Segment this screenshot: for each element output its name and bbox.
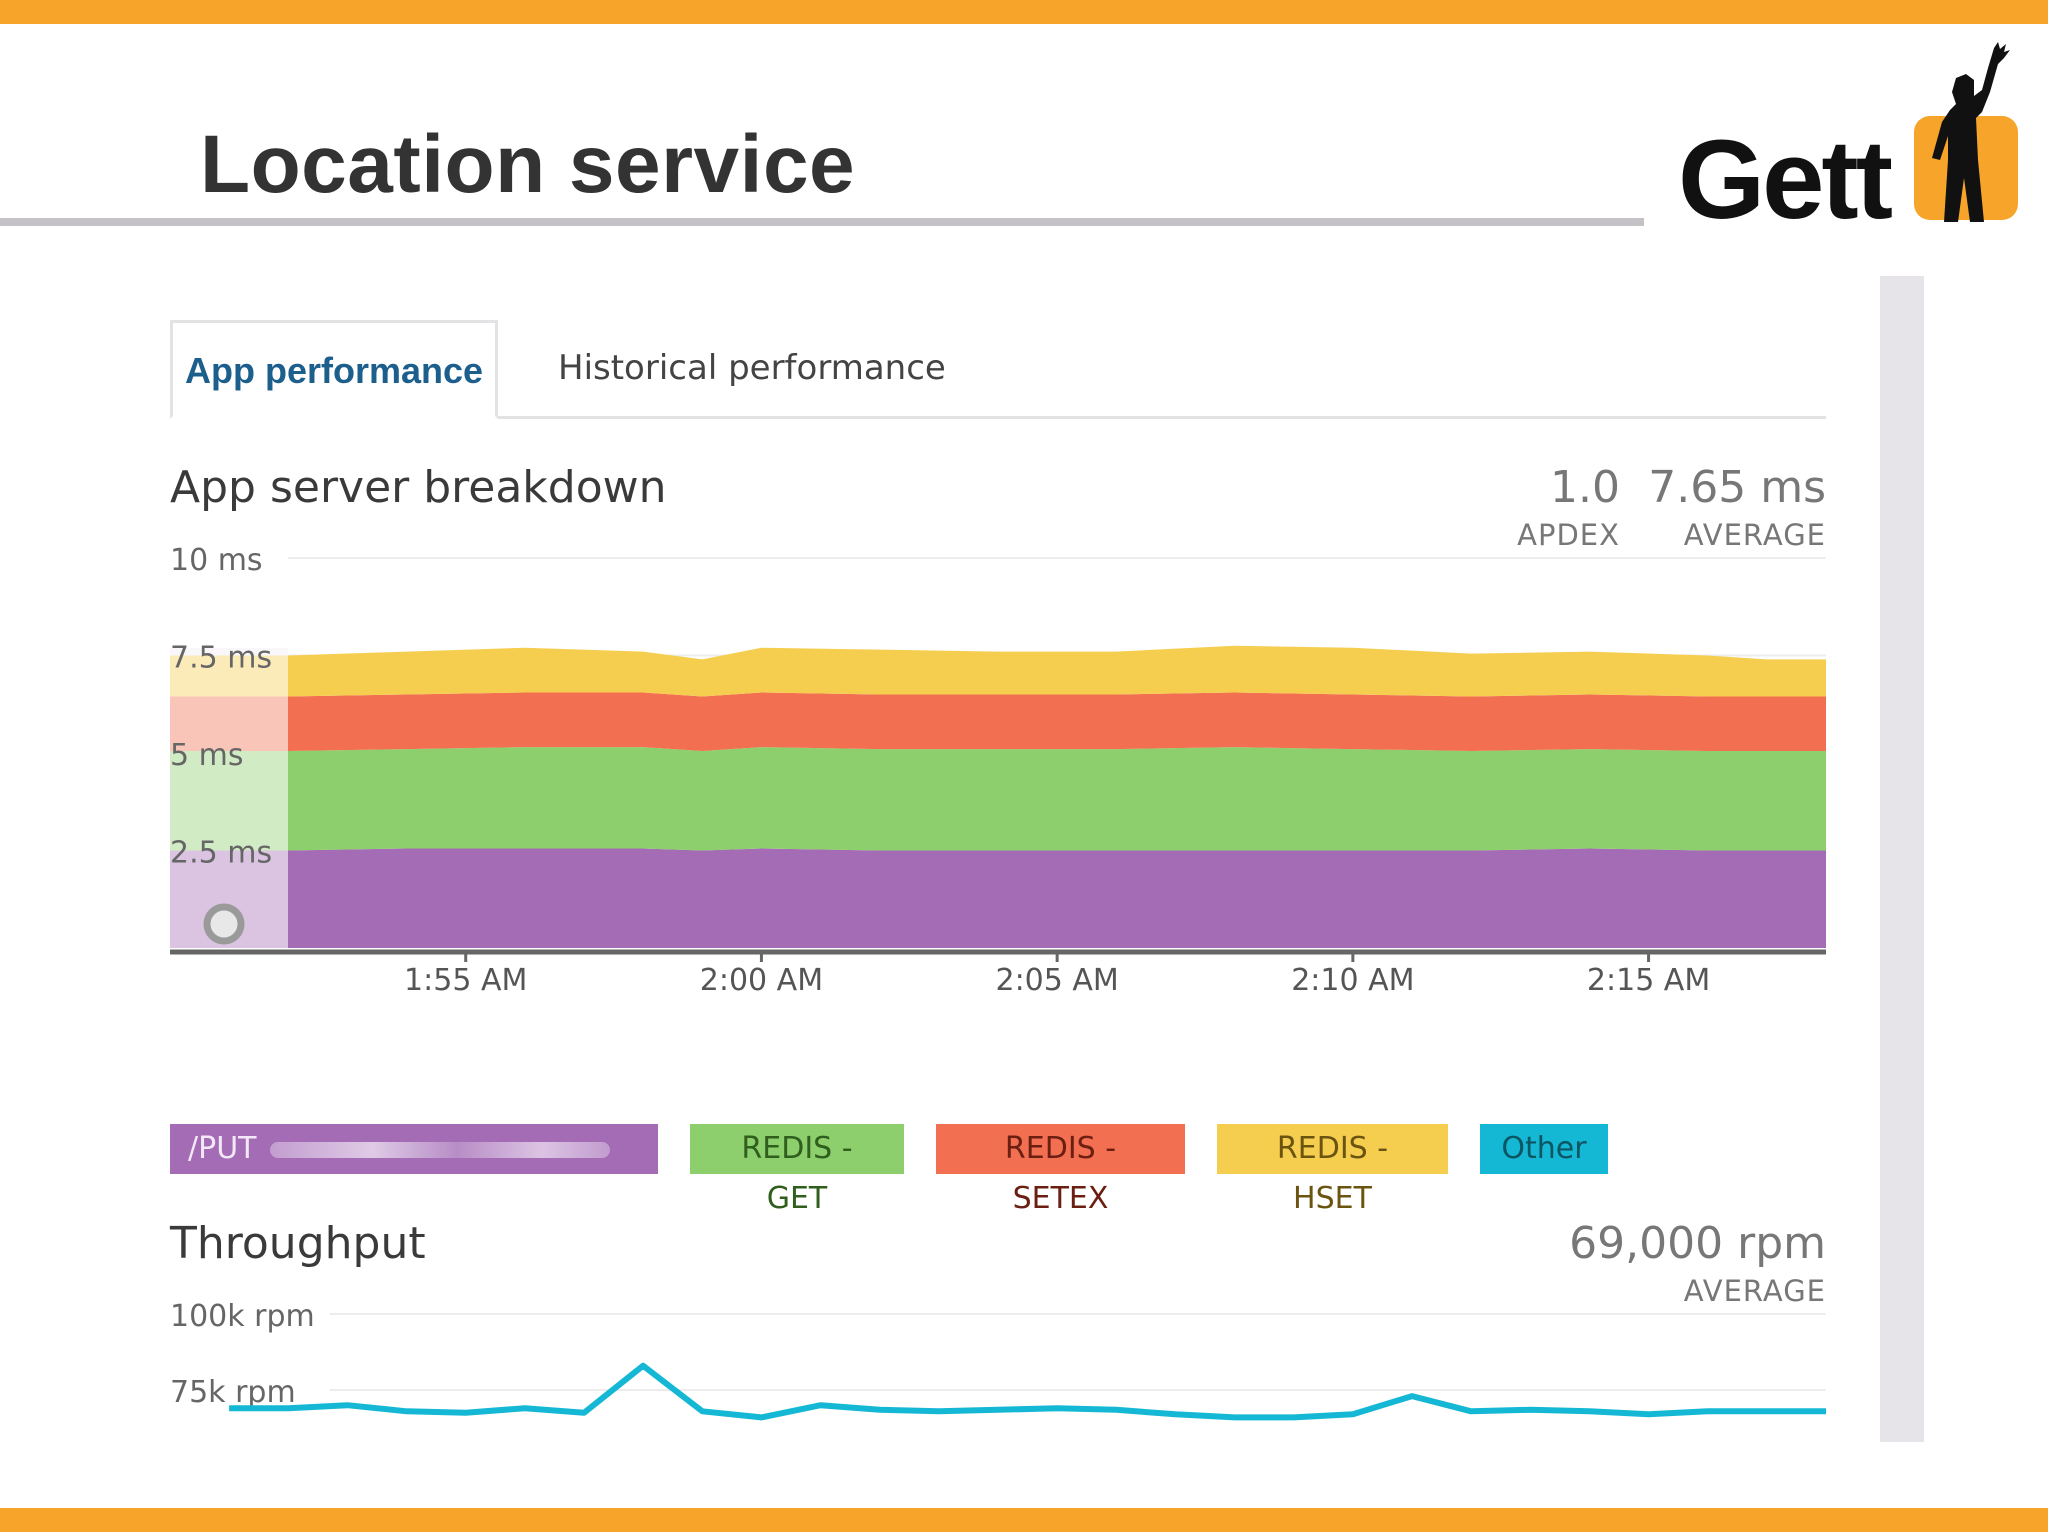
app-server-breakdown-chart: 10 ms 7.5 ms 5 ms 2.5 ms 1:55 AM 2:00 AM 2:05… <box>170 543 1826 998</box>
tab-bar: App performance Historical performance <box>170 320 1826 419</box>
x-tick-label: 1:55 AM <box>404 963 527 998</box>
x-tick-label: 2:00 AM <box>700 963 823 998</box>
legend-redis-get[interactable]: REDIS - GET <box>690 1124 904 1216</box>
legend-other[interactable]: Other <box>1480 1124 1608 1174</box>
legend-put-label: /PUT <box>188 1131 257 1166</box>
x-tick-label: 2:15 AM <box>1587 963 1710 998</box>
redacted-path <box>270 1141 611 1158</box>
tab-app-performance[interactable]: App performance <box>170 320 498 419</box>
throughput-title: Throughput <box>170 1218 426 1269</box>
area-series-redis-setex <box>170 692 1826 751</box>
apdex-label: APDEX <box>1517 518 1620 552</box>
throughput-line <box>229 1362 1826 1421</box>
y-tick-label: 10 ms <box>170 543 263 578</box>
y-tick-label: 2.5 ms <box>170 836 272 871</box>
selection-mask <box>170 648 288 948</box>
tab-historical-performance[interactable]: Historical performance <box>558 348 946 388</box>
average-response-value: 7.65 ms <box>1648 462 1826 513</box>
top-accent-bar <box>0 0 2048 24</box>
area-series-redis-hset <box>170 645 1826 697</box>
title-divider <box>0 218 1644 226</box>
y-tick-label: 7.5 ms <box>170 641 272 676</box>
apdex-value: 1.0 <box>1550 462 1620 513</box>
gett-logo: Gett <box>1670 40 2030 236</box>
slide-title: Location service <box>200 119 856 210</box>
area-series-redis-get <box>170 747 1826 851</box>
area-series-put <box>170 848 1826 948</box>
x-tick-label: 2:10 AM <box>1291 963 1414 998</box>
throughput-average-label: AVERAGE <box>1683 1274 1826 1308</box>
legend-put-endpoint[interactable]: /PUT <box>170 1124 658 1174</box>
breakdown-title: App server breakdown <box>170 462 667 513</box>
y-tick-label: 100k rpm <box>170 1299 315 1334</box>
y-tick-label: 5 ms <box>170 738 243 773</box>
waving-person-icon <box>1932 42 2010 222</box>
y-tick-label: 75k rpm <box>170 1375 296 1410</box>
legend-redis-setex[interactable]: REDIS - SETEX <box>936 1124 1185 1216</box>
x-tick-label: 2:05 AM <box>995 963 1118 998</box>
throughput-average-value: 69,000 rpm <box>1569 1218 1826 1269</box>
average-response-label: AVERAGE <box>1683 518 1826 552</box>
logo-wordmark: Gett <box>1678 117 1893 242</box>
bottom-accent-bar <box>0 1508 2048 1532</box>
scrollbar[interactable] <box>1880 276 1924 1442</box>
drag-handle-icon[interactable] <box>203 903 245 945</box>
throughput-chart: 100k rpm 75k rpm <box>170 1299 1826 1421</box>
legend-redis-hset[interactable]: REDIS - HSET <box>1217 1124 1448 1216</box>
